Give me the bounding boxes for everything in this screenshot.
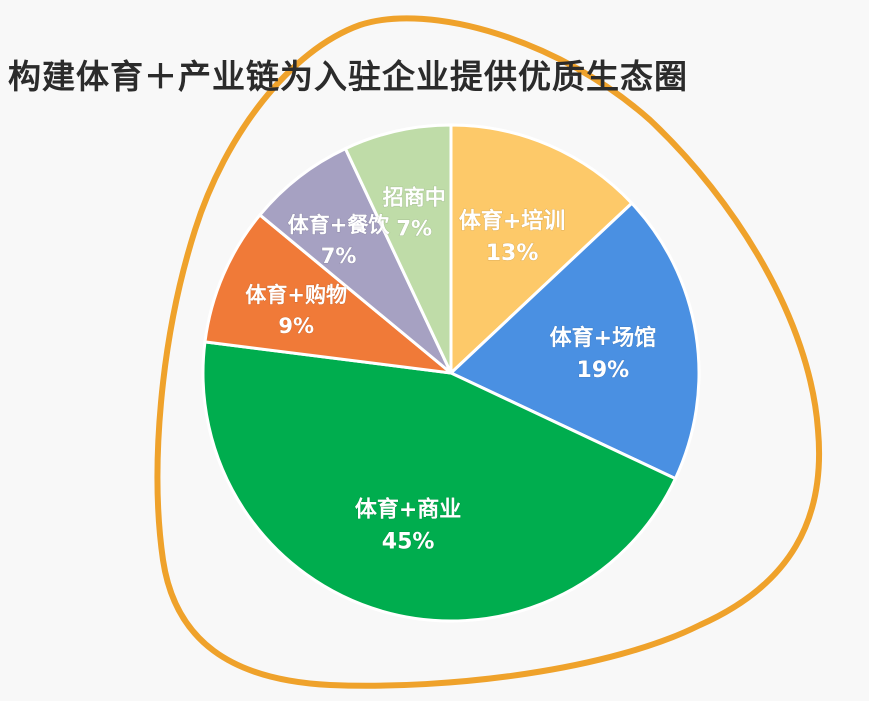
- slice-value-label: 7%: [321, 244, 357, 268]
- pie-slice: [449, 201, 701, 481]
- slice-name-label: 体育+购物: [245, 283, 347, 307]
- slice-name-label: 体育+场馆: [550, 325, 656, 351]
- pie-labels: 体育+培训13%体育+场馆19%体育+商业45%体育+购物9%体育+餐饮7%招商…: [245, 185, 657, 555]
- slice-value-label: 9%: [278, 314, 314, 338]
- slice-value-label: 19%: [577, 358, 630, 383]
- page-title: 构建体育＋产业链为入驻企业提供优质生态圈: [8, 57, 688, 96]
- decorative-ring: [154, 15, 822, 689]
- pie-slice: [343, 123, 453, 375]
- pie-slice: [258, 147, 453, 375]
- pie-slices: [201, 123, 701, 623]
- slice-value-label: 13%: [486, 241, 539, 266]
- slice-value-label: 7%: [396, 216, 432, 240]
- slice-name-label: 体育+餐饮: [288, 213, 391, 237]
- pie-slice: [449, 123, 634, 375]
- slice-name-label: 招商中: [383, 185, 446, 209]
- slice-name-label: 体育+商业: [355, 497, 461, 523]
- pie-slice: [203, 213, 453, 375]
- slice-value-label: 45%: [382, 530, 435, 555]
- slice-name-label: 体育+培训: [459, 208, 565, 234]
- pie-slice: [201, 340, 677, 623]
